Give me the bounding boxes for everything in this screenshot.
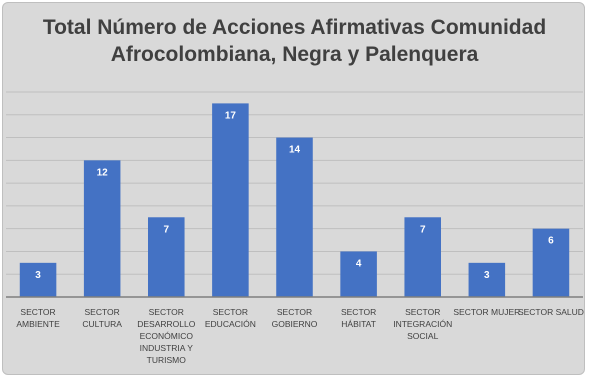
category-label-2-line-0: SECTOR xyxy=(149,307,184,317)
category-label-1-line-1: CULTURA xyxy=(82,319,122,329)
category-label-2-line-2: ECONÓMICO xyxy=(140,331,194,341)
category-label-0-line-0: SECTOR xyxy=(20,307,55,317)
category-label-6-line-1: INTEGRACIÓN xyxy=(393,319,452,329)
category-label-0-line-1: AMBIENTE xyxy=(16,319,60,329)
category-label-1-line-0: SECTOR xyxy=(85,307,120,317)
bar-2 xyxy=(148,217,185,297)
category-label-2-line-3: INDUSTRIA Y xyxy=(140,343,194,353)
bars xyxy=(19,103,570,297)
bar-1 xyxy=(83,160,121,297)
category-label-2-line-1: DESARROLLO xyxy=(137,319,195,329)
chart-title-line-1: Total Número de Acciones Afirmativas Com… xyxy=(42,16,547,39)
bar-6 xyxy=(404,217,441,297)
category-label-7-line-0: SECTOR MUJER xyxy=(453,307,520,317)
category-label-6-line-0: SECTOR xyxy=(405,307,440,317)
data-label-0: 3 xyxy=(35,270,41,281)
data-label-1: 12 xyxy=(97,167,109,178)
bar-3 xyxy=(212,103,249,297)
category-label-3-line-0: SECTOR xyxy=(213,307,248,317)
data-label-5: 4 xyxy=(356,258,362,269)
data-label-7: 3 xyxy=(484,270,490,281)
bar-7 xyxy=(468,262,506,297)
data-label-2: 7 xyxy=(163,224,169,235)
category-label-5-line-0: SECTOR xyxy=(341,307,376,317)
data-label-8: 6 xyxy=(548,236,554,247)
category-label-4-line-1: GOBIERNO xyxy=(272,319,318,329)
category-labels: 3 SECTOR AMBIENTE 12 SECTOR CULTURA 7 SECTOR DES… xyxy=(16,110,584,365)
chart-title-line-2: Afrocolombiana, Negra y Palenquera xyxy=(110,43,479,66)
data-label-4: 14 xyxy=(289,145,301,156)
category-label-2-line-4: TURISMO xyxy=(147,355,187,365)
bar-4 xyxy=(276,137,313,297)
data-label-6: 7 xyxy=(420,224,426,235)
category-label-5-line-1: HÁBITAT xyxy=(341,319,376,329)
data-label-3: 17 xyxy=(225,110,237,121)
category-label-6-line-2: SOCIAL xyxy=(407,331,438,341)
bar-8 xyxy=(532,228,570,297)
bar-0 xyxy=(19,262,57,297)
bar-5 xyxy=(340,251,377,297)
category-label-4-line-0: SECTOR xyxy=(277,307,312,317)
category-label-3-line-1: EDUCACIÓN xyxy=(205,319,256,329)
chart-title: Total Número de Acciones Afirmativas Com… xyxy=(0,14,589,68)
category-label-8-line-0: SECTOR SALUD xyxy=(518,307,584,317)
